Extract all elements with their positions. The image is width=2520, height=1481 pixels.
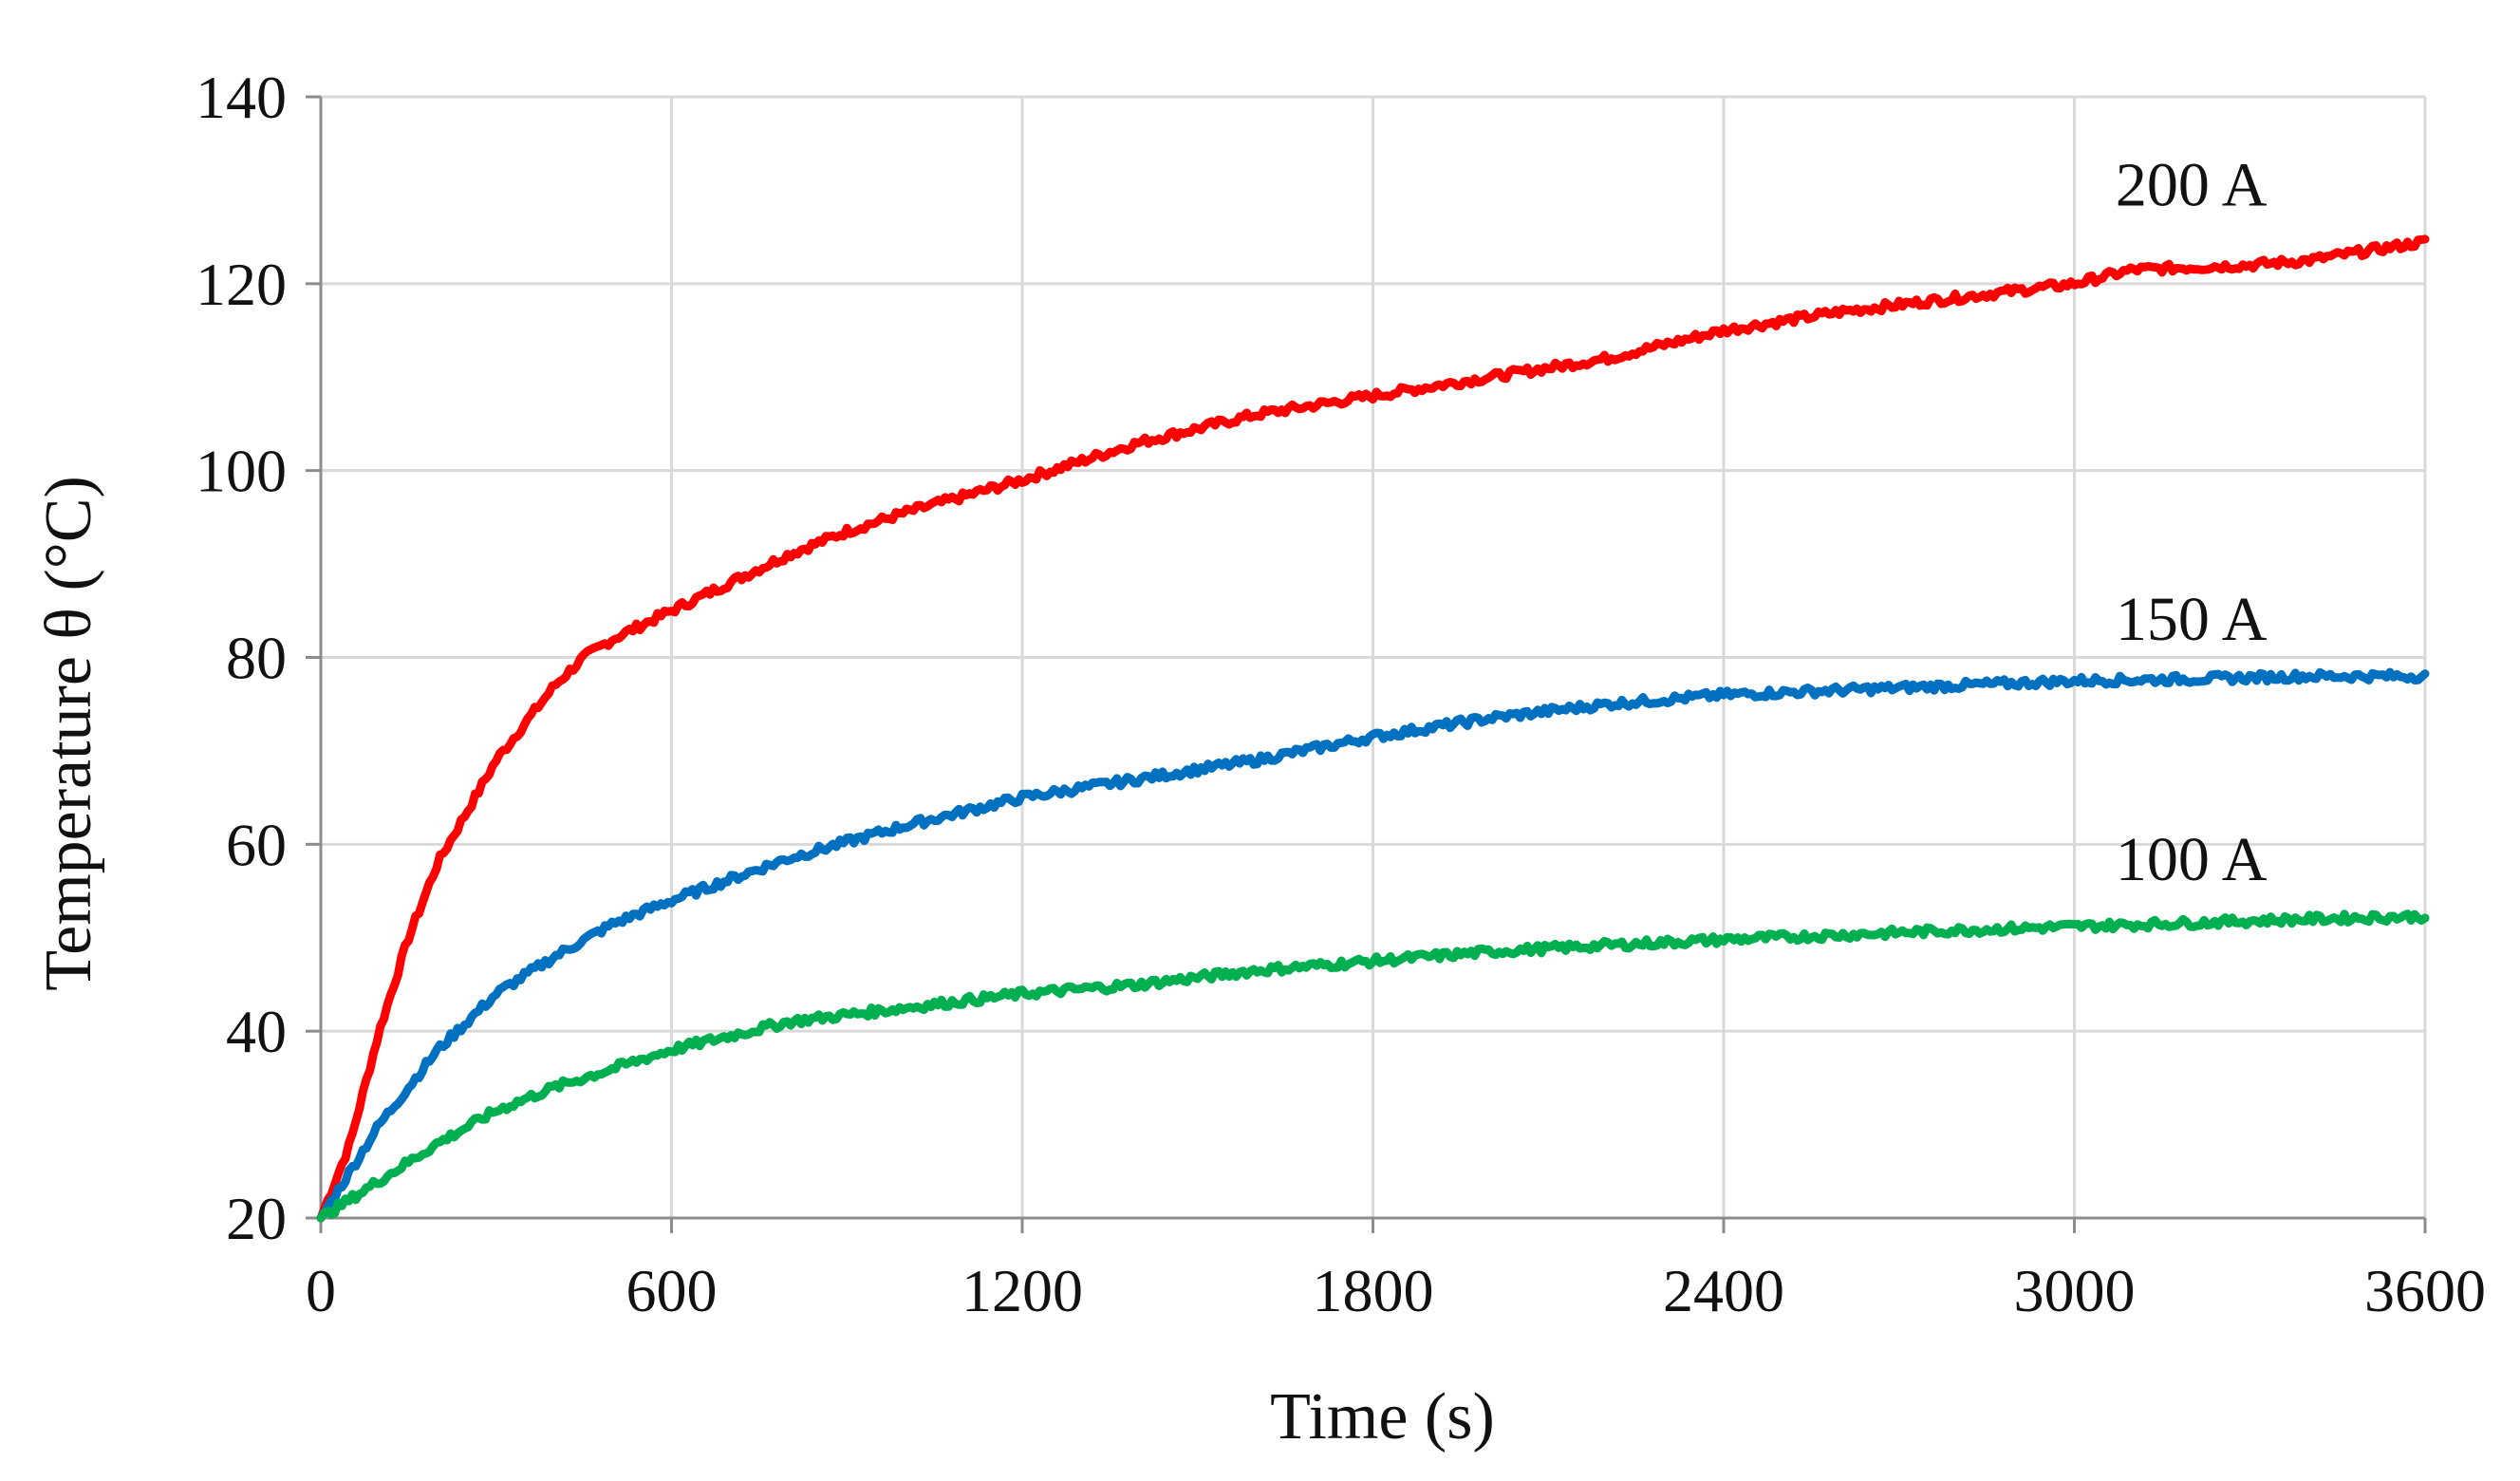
grid — [321, 95, 2427, 1218]
y-axis-title: Temperature θ (°C) — [32, 476, 105, 991]
y-tick-label: 80 — [226, 625, 287, 692]
tick-labels: 20 40 60 80 100 120 140 0 600 1200 1800 2400 3000 360… — [196, 64, 2486, 1324]
x-tick-label: 2400 — [1663, 1257, 1784, 1324]
x-tick-label: 1800 — [1313, 1257, 1434, 1324]
series-label-150a: 150 A — [2116, 585, 2268, 654]
series-labels: 200 A 150 A 100 A — [2116, 151, 2268, 895]
x-tick-label: 1200 — [961, 1257, 1083, 1324]
series-line-100a — [316, 909, 2430, 1223]
y-tick-label: 40 — [226, 998, 287, 1065]
x-tick-label: 3600 — [2364, 1257, 2486, 1324]
x-axis-title: Time (s) — [1270, 1380, 1495, 1453]
series-label-100a: 100 A — [2116, 825, 2268, 894]
y-tick-label: 120 — [196, 251, 287, 318]
x-tick-label: 0 — [306, 1257, 336, 1324]
plot-area — [316, 234, 2430, 1223]
x-tick-label: 600 — [626, 1257, 718, 1324]
series-label-200a: 200 A — [2116, 151, 2268, 220]
series-line-200a — [316, 234, 2430, 1223]
y-tick-label: 140 — [196, 64, 287, 131]
series-line-150a — [316, 667, 2430, 1223]
y-tick-label: 20 — [226, 1185, 287, 1252]
y-tick-label: 100 — [196, 438, 287, 505]
y-tick-label: 60 — [226, 811, 287, 878]
x-tick-label: 3000 — [2014, 1257, 2136, 1324]
axes — [306, 95, 2427, 1233]
